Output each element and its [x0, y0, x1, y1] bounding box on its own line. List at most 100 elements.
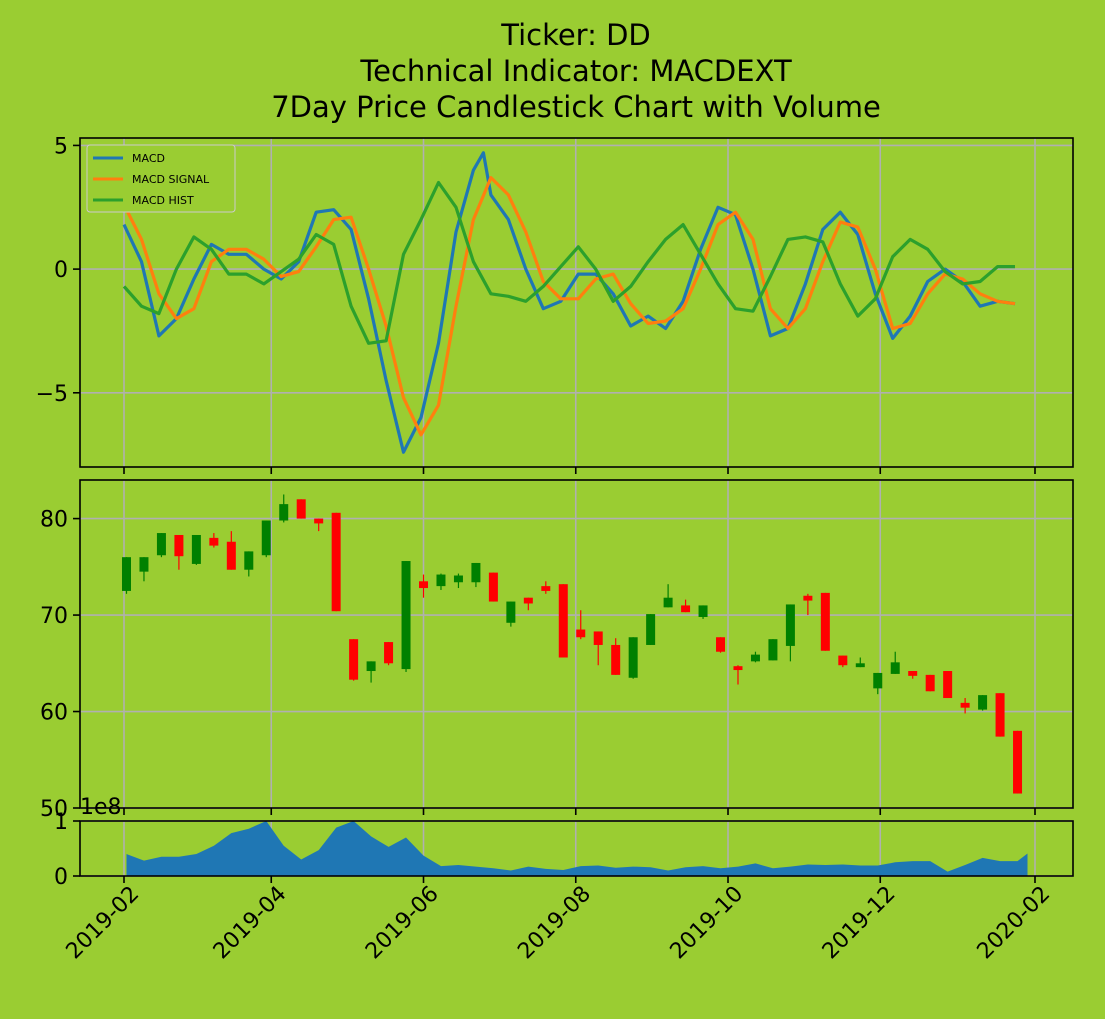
volume-area	[126, 821, 1028, 876]
candle	[419, 574, 429, 598]
candle	[733, 665, 743, 685]
legend-label: MACD	[132, 152, 165, 165]
candle	[593, 631, 603, 666]
candle	[453, 573, 463, 589]
candle-body	[873, 672, 883, 689]
legend-box	[86, 144, 236, 213]
candle	[768, 639, 778, 661]
candle-body	[716, 637, 726, 652]
candle-body	[419, 581, 429, 589]
panel-candlestick: 80 70 60 50	[40, 479, 1074, 822]
candle	[471, 562, 481, 588]
candle	[960, 698, 970, 714]
candle	[121, 557, 131, 594]
candle	[785, 604, 795, 662]
candle-body	[174, 534, 184, 557]
candle-body	[209, 537, 219, 546]
legend-label: MACD HIST	[132, 194, 194, 207]
chart-title-line-2: Technical Indicator: MACDEXT	[359, 54, 792, 88]
candle	[558, 584, 568, 658]
legend: MACD MACD SIGNAL MACD HIST	[86, 144, 236, 213]
y-tick-label: −5	[36, 382, 68, 407]
plot-marks	[126, 821, 1028, 876]
candle-body	[908, 671, 918, 676]
candle-body	[366, 661, 376, 672]
candle	[244, 551, 254, 577]
y-tick-label: 0	[54, 865, 68, 890]
candle	[226, 531, 236, 570]
candle-body	[139, 557, 149, 572]
candle-body	[471, 562, 481, 583]
candle-body	[611, 644, 621, 675]
candle	[820, 592, 830, 651]
candle-body	[628, 637, 638, 678]
candle-body	[855, 663, 865, 668]
candle	[506, 601, 516, 627]
candle	[908, 671, 918, 679]
candle-body	[121, 557, 131, 591]
candle-body	[820, 592, 830, 651]
candle	[156, 533, 166, 558]
candle	[1013, 730, 1023, 794]
candle-body	[331, 512, 341, 612]
candle	[331, 512, 341, 612]
candle-body	[506, 601, 516, 623]
candle-body	[890, 662, 900, 674]
candle	[488, 572, 498, 602]
candle	[628, 637, 638, 679]
candle-body	[523, 597, 533, 604]
chart-title-line-3: 7Day Price Candlestick Chart with Volume	[271, 90, 881, 124]
candle-body	[261, 520, 271, 556]
panel-line: MACD MACD SIGNAL MACD HIST 5 0 −5	[36, 134, 1074, 474]
candle	[296, 499, 306, 519]
candle	[384, 642, 394, 666]
candle	[750, 651, 760, 663]
candle-body	[244, 551, 254, 570]
candle	[174, 534, 184, 570]
series-line-macd-hist	[122, 180, 1015, 345]
candle-body	[593, 631, 603, 645]
candle	[995, 693, 1005, 737]
candle-body	[279, 504, 289, 521]
candle-body	[698, 605, 708, 617]
candle-body	[436, 574, 446, 587]
candle	[314, 518, 324, 532]
candle-body	[401, 561, 411, 670]
candle	[803, 593, 813, 616]
candle-body	[663, 597, 673, 608]
candle-body	[576, 629, 586, 638]
y-tick-label: 70	[40, 604, 68, 629]
plot-marks	[121, 494, 1023, 794]
candle-body	[296, 499, 306, 519]
candle	[873, 672, 883, 695]
y-tick-label: 60	[40, 701, 68, 726]
candle-body	[978, 695, 988, 710]
candle-body	[681, 605, 691, 613]
candle	[978, 695, 988, 711]
candle-body	[838, 655, 848, 666]
candle	[611, 638, 621, 675]
chart-title-line-1: Ticker: DD	[500, 18, 651, 52]
candle	[943, 671, 953, 699]
legend-label: MACD SIGNAL	[132, 173, 210, 186]
y-tick-label: 80	[40, 508, 68, 533]
y-offset-label: 1e8	[80, 795, 122, 820]
candle	[681, 599, 691, 613]
candle-body	[943, 671, 953, 699]
y-tick-label: 1	[54, 810, 68, 835]
plot-marks	[122, 151, 1016, 454]
candle	[698, 605, 708, 619]
candle	[523, 597, 533, 611]
candle-body	[750, 654, 760, 662]
candle-body	[453, 575, 463, 583]
candle-body	[646, 614, 656, 645]
candle	[855, 657, 865, 668]
candle-body	[995, 693, 1005, 737]
candle	[261, 520, 271, 558]
candle-body	[960, 702, 970, 708]
candle	[576, 610, 586, 640]
candle-body	[314, 518, 324, 524]
candle-body	[191, 534, 201, 564]
candle	[925, 674, 935, 692]
candle	[663, 584, 673, 608]
